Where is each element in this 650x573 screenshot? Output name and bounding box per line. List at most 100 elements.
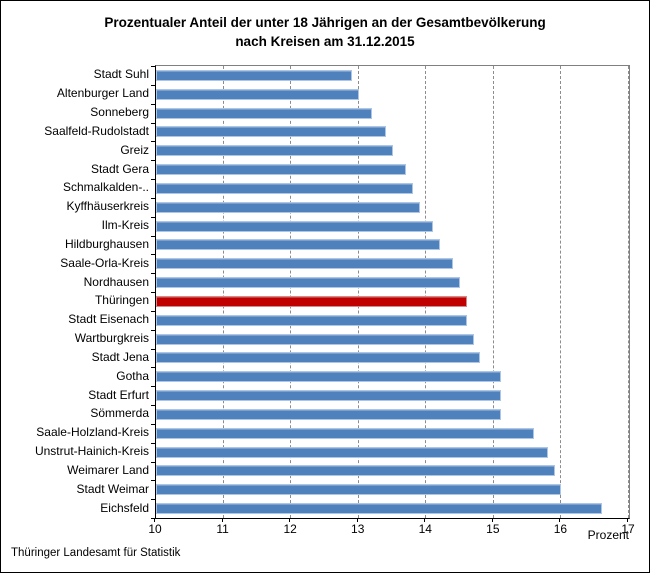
y-axis-labels: Stadt Suhl Altenburger Land Sonneberg Saalf… [1, 65, 149, 517]
x-tick-label: 11 [216, 522, 229, 536]
x-axis-tick [221, 518, 223, 522]
gridline [492, 66, 494, 518]
x-tick-label: 13 [351, 522, 365, 536]
y-axis-tick [151, 292, 155, 293]
y-axis-tick [151, 217, 155, 218]
y-axis-tick [151, 254, 155, 255]
x-tick-label: 17 [621, 522, 635, 536]
gridline [290, 66, 292, 518]
bar [156, 258, 454, 270]
x-axis-tick [154, 518, 155, 522]
y-axis-tick [151, 123, 155, 124]
y-axis-tick [151, 66, 155, 67]
bar [156, 277, 461, 289]
bar [156, 333, 474, 345]
bar [156, 145, 393, 157]
category-label: Nordhausen [83, 274, 149, 289]
y-axis-tick [151, 386, 155, 387]
y-axis-tick [151, 311, 155, 312]
x-tick-label: 14 [418, 522, 432, 536]
y-axis-tick [151, 85, 155, 86]
y-axis-tick [151, 367, 155, 368]
x-tick-label: 12 [283, 522, 297, 536]
y-axis-tick [151, 198, 155, 199]
x-tick-label: 15 [486, 522, 500, 536]
x-axis: 10 11 12 13 14 15 16 17 [148, 518, 635, 538]
bar [156, 390, 501, 402]
y-axis-tick [151, 424, 155, 425]
gridline [357, 66, 359, 518]
chart-title-line1: Prozentualer Anteil der unter 18 Jährige… [104, 15, 546, 30]
category-label: Stadt Gera [90, 161, 149, 176]
category-label: Ilm-Kreis [101, 218, 149, 233]
category-label: Sonneberg [90, 105, 149, 120]
chart-title: Prozentualer Anteil der unter 18 Jährige… [1, 13, 649, 51]
category-label: Saale-Holzland-Kreis [36, 425, 149, 440]
bar-highlight [156, 295, 467, 307]
category-label: Sömmerda [90, 406, 149, 421]
bar [156, 465, 555, 477]
category-label: Wartburgkreis [74, 331, 149, 346]
x-axis-tick [289, 518, 291, 522]
category-label: Stadt Jena [91, 349, 149, 364]
category-label: Stadt Suhl [93, 67, 149, 82]
plot-area [151, 65, 630, 519]
category-label: Unstrut-Hainich-Kreis [34, 444, 149, 459]
bar [156, 220, 434, 232]
bar [156, 446, 548, 458]
bar [156, 314, 467, 326]
category-label: Eichsfeld [100, 500, 149, 515]
category-label: Kyffhäuserkreis [66, 199, 149, 214]
bar [156, 164, 406, 176]
x-axis-tick [424, 518, 426, 522]
category-label: Stadt Erfurt [88, 387, 149, 402]
gridline [628, 66, 629, 518]
x-axis-title: Prozent [587, 528, 629, 542]
y-axis-tick [151, 499, 155, 500]
category-label: Greiz [120, 142, 149, 157]
category-label: Schmalkalden-.. [62, 180, 149, 195]
bar [156, 484, 562, 496]
y-axis-tick [151, 405, 155, 406]
bar [156, 371, 501, 383]
category-label: Weimarer Land [67, 462, 149, 477]
bar [156, 69, 352, 81]
gridline [560, 66, 562, 518]
y-axis-tick [151, 141, 155, 142]
category-label: Stadt Eisenach [68, 312, 149, 327]
source-attribution: Thüringer Landesamt für Statistik [11, 547, 181, 559]
x-axis-tick [356, 518, 358, 522]
category-label: Saalfeld-Rudolstadt [44, 123, 149, 138]
x-tick-label: 16 [553, 522, 568, 536]
y-axis-tick [151, 330, 155, 331]
y-axis-tick [151, 104, 155, 105]
y-axis-tick [151, 273, 155, 274]
category-label: Gotha [116, 368, 149, 383]
x-axis-tick [559, 518, 561, 522]
bar [156, 107, 373, 119]
chart-title-line2: nach Kreisen am 31.12.2015 [235, 34, 415, 49]
gridline [222, 66, 224, 518]
bar [156, 427, 535, 439]
bar [156, 201, 420, 213]
y-axis-tick [151, 443, 155, 444]
category-label: Thüringen [94, 293, 149, 308]
y-axis-tick [151, 236, 155, 237]
category-label: Saale-Orla-Kreis [60, 255, 149, 270]
y-axis-tick [151, 518, 155, 519]
y-axis-tick [151, 179, 155, 180]
gridline [425, 66, 427, 518]
y-axis-tick [151, 462, 155, 463]
category-label: Altenburger Land [56, 86, 149, 101]
bar [156, 503, 602, 515]
x-tick-label: 10 [148, 522, 162, 536]
category-label: Hildburghausen [64, 236, 149, 251]
x-axis-tick [491, 518, 493, 522]
category-label: Stadt Weimar [76, 481, 149, 496]
bar [156, 126, 386, 138]
bar [156, 88, 359, 100]
bar [156, 239, 440, 251]
bar [156, 408, 501, 420]
y-axis-tick [151, 160, 155, 161]
